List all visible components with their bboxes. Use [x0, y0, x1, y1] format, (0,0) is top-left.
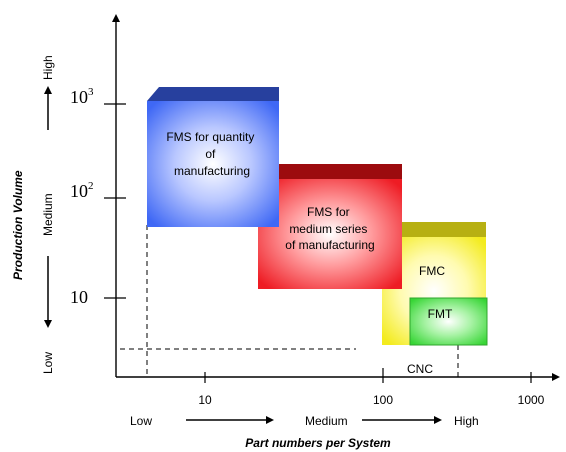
fms-medium-box-face [258, 179, 402, 289]
guide-lines [120, 225, 459, 377]
fms-quantity-box-top [147, 87, 279, 101]
fms-medium-label: FMS for medium series of manufacturing [285, 205, 374, 252]
fms-quantity-box: FMS for quantity of manufacturing [147, 87, 279, 227]
y-tick-label-1000: 103 [70, 86, 94, 107]
fmt-label: FMT [428, 307, 453, 321]
x-level-high: High [454, 414, 479, 428]
cnc-label: CNC [407, 362, 433, 376]
y-level-high: High [41, 55, 55, 80]
fms-quantity-box-face [147, 101, 279, 227]
x-tick-label-1000: 1000 [518, 393, 545, 407]
x-tick-label-100: 100 [373, 393, 393, 407]
x-level-low: Low [130, 414, 152, 428]
y-level-low: Low [41, 352, 55, 374]
y-tick-label-100: 102 [70, 180, 94, 201]
fmc-label: FMC [419, 264, 445, 278]
x-level-medium: Medium [305, 414, 348, 428]
axes [112, 14, 560, 381]
x-axis-title: Part numbers per System [245, 436, 391, 450]
y-level-medium: Medium [41, 193, 55, 236]
fms-quantity-label: FMS for quantity of manufacturing [166, 130, 257, 178]
y-tick-label-10: 10 [70, 287, 88, 307]
fms-medium-box-top [258, 164, 402, 179]
fmt-box-face [409, 297, 488, 346]
fms-medium-box: FMS for medium series of manufacturing [258, 164, 402, 289]
fmc-box-top [382, 222, 486, 237]
fmt-box: FMT [409, 297, 488, 346]
x-ticks [204, 368, 532, 383]
y-axis-title: Production Volume [11, 170, 25, 280]
x-tick-label-10: 10 [198, 393, 212, 407]
y-ticks [104, 103, 126, 299]
